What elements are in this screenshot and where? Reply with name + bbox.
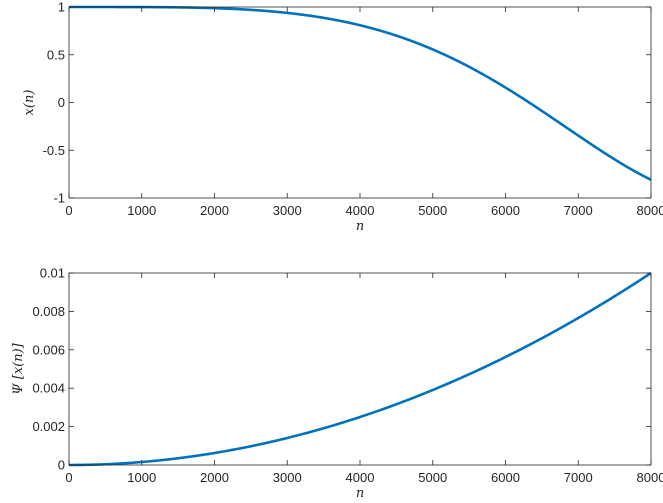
x-tick-label: 3000 — [273, 203, 302, 218]
y-tick-label: -0.5 — [43, 143, 65, 158]
x-tick-label: 4000 — [346, 203, 375, 218]
x-axis-label: n — [356, 486, 364, 501]
x-tick-label: 2000 — [200, 203, 229, 218]
axes-box — [68, 6, 652, 199]
x-tick-label: 7000 — [564, 470, 593, 485]
x-tick-label: 6000 — [491, 203, 520, 218]
x-tick-label: 7000 — [564, 203, 593, 218]
y-tick-label: -1 — [53, 191, 65, 206]
x-axis-label: n — [356, 219, 364, 234]
x-tick-label: 8000 — [637, 470, 663, 485]
x-tick-label: 3000 — [273, 470, 302, 485]
y-tick-label: 0.01 — [40, 266, 65, 281]
y-tick-label: 0.008 — [32, 304, 65, 319]
chirp-signal-plot: 0 1000 2000 3000 4000 5000 6000 7000 8000 -1 -0.5 0… — [22, 0, 663, 234]
x-tick-label: 0 — [65, 470, 72, 485]
x-tick-label: 5000 — [418, 470, 447, 485]
x-tick-label: 5000 — [418, 203, 447, 218]
x-tick-label: 8000 — [637, 203, 663, 218]
y-tick-label: 0.5 — [47, 47, 65, 62]
x-tick-label: 1000 — [127, 203, 156, 218]
series-line — [69, 5, 651, 182]
y-tick-label: 0.002 — [32, 419, 65, 434]
series-line — [69, 271, 651, 467]
y-tick-label: 0.006 — [32, 342, 65, 357]
y-axis-label: Ψ [x(n)] — [11, 342, 26, 394]
y-tick-label: 0.004 — [32, 381, 65, 396]
x-tick-label: 2000 — [200, 470, 229, 485]
teager-energy-plot: 0 1000 2000 3000 4000 5000 6000 7000 8000 0 0.002 0… — [11, 266, 663, 502]
x-tick-label: 0 — [65, 203, 72, 218]
axes-box — [68, 272, 652, 466]
y-tick-label: 0 — [58, 458, 65, 473]
x-tick-label: 1000 — [127, 470, 156, 485]
y-axis-label: x(n) — [22, 90, 37, 116]
y-tick-label: 0 — [58, 95, 65, 110]
y-tick-label: 1 — [58, 0, 65, 15]
x-tick-label: 4000 — [346, 470, 375, 485]
x-tick-label: 6000 — [491, 470, 520, 485]
